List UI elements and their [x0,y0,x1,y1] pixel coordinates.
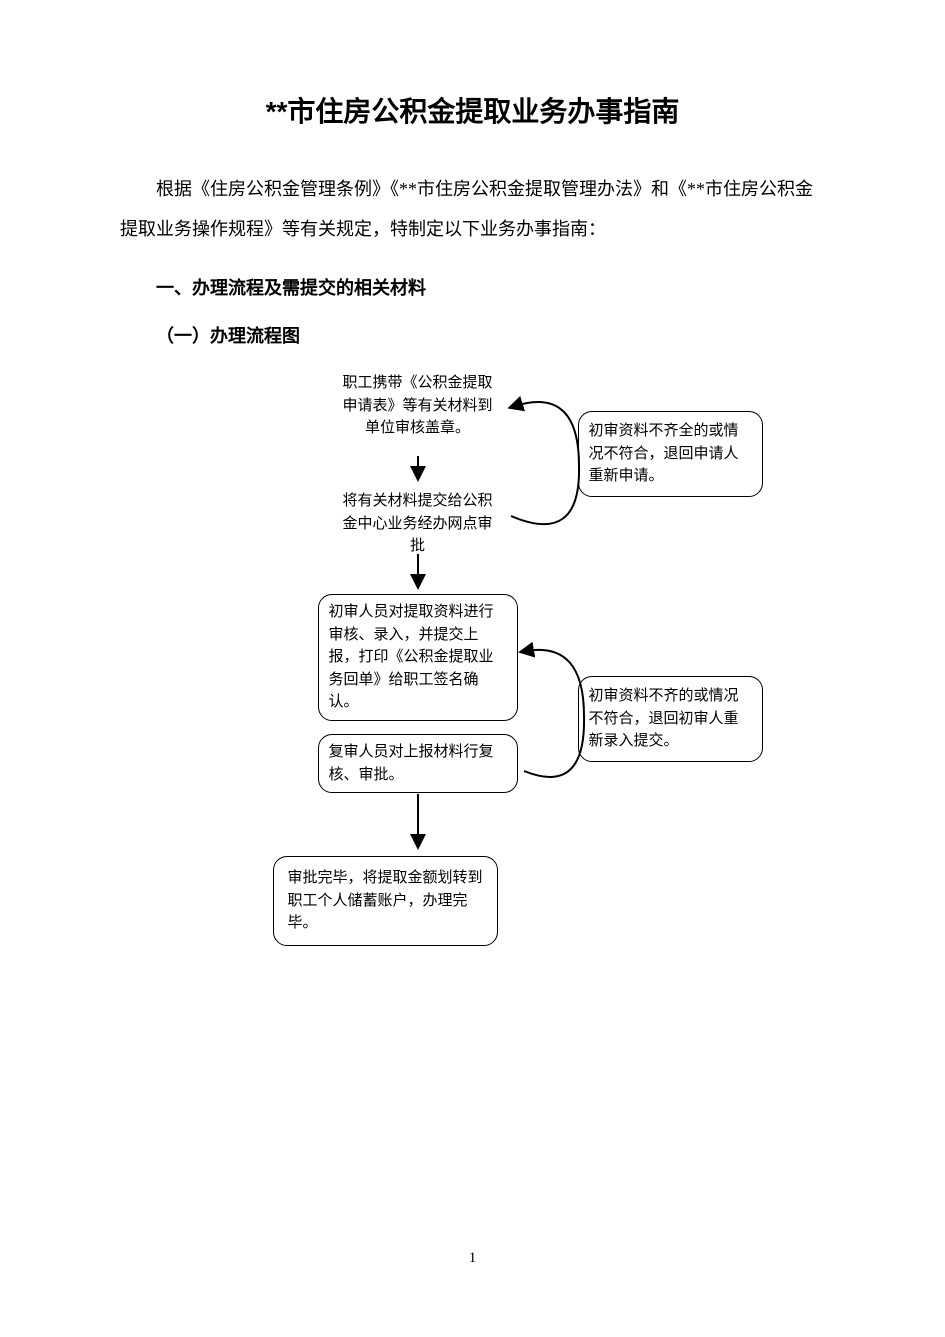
arrow-2-3 [413,554,433,594]
loop-arrow-2 [516,626,616,801]
intro-paragraph: 根据《住房公积金管理条例》《**市住房公积金提取管理办法》和《**市住房公积金提… [120,170,825,249]
arrow-1-2 [413,456,433,486]
flow-node-5: 审批完毕，将提取金额划转到职工个人储蓄账户，办理完毕。 [273,856,498,946]
flow-node-2: 将有关材料提交给公积金中心业务经办网点审批 [333,484,503,564]
arrow-4-5 [411,794,431,854]
page-number: 1 [0,1250,945,1267]
section-heading-1-1: （一）办理流程图 [120,317,825,357]
flowchart: 职工携带《公积金提取申请表》等有关材料到单位审核盖章。 将有关材料提交给公积金中… [123,366,823,1046]
section-heading-1: 一、办理流程及需提交的相关材料 [120,269,825,309]
loop-arrow-1 [501,376,611,551]
flow-node-3: 初审人员对提取资料进行审核、录入，并提交上报，打印《公积金提取业务回单》给职工签… [318,594,518,721]
page-title: **市住房公积金提取业务办事指南 [120,90,825,130]
flow-node-1: 职工携带《公积金提取申请表》等有关材料到单位审核盖章。 [333,366,503,446]
flow-node-4: 复审人员对上报材料行复核、审批。 [318,734,518,793]
